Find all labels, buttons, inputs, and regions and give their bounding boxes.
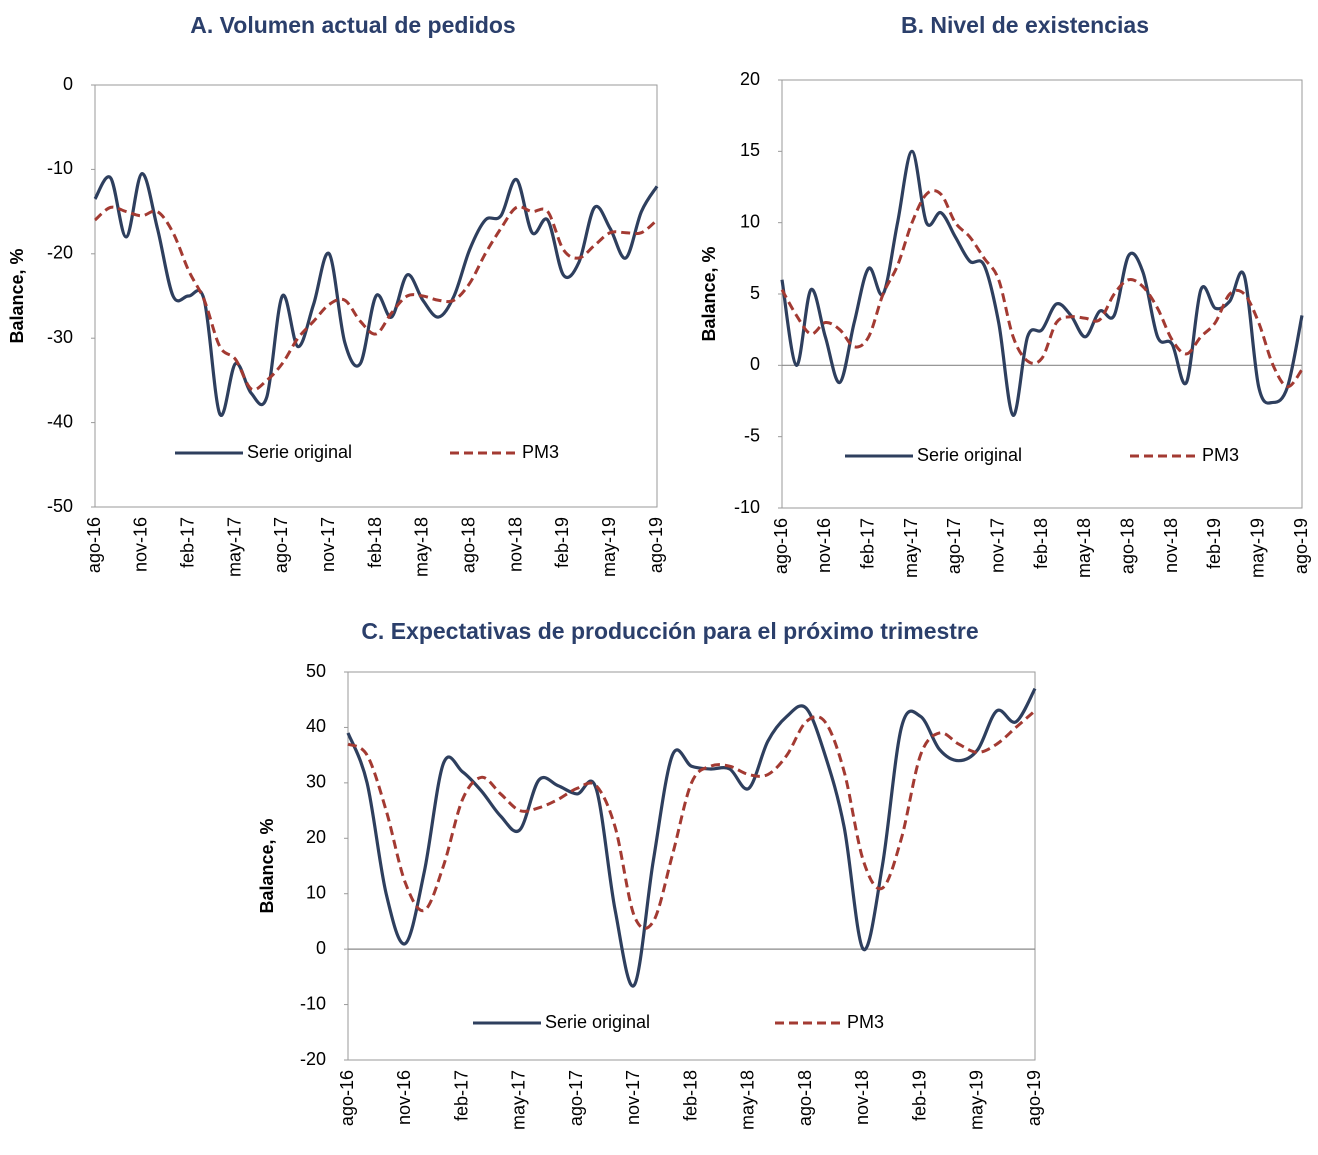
y-tick-label: -20 [300,1049,326,1069]
y-tick-label: 0 [750,354,760,374]
y-tick-label: -10 [734,497,760,517]
y-tick-label: -30 [47,327,73,347]
x-tick-label: ago-17 [271,517,291,573]
chart-title: B. Nivel de existencias [901,12,1149,38]
x-tick-label: feb-19 [1204,518,1224,569]
y-tick-label: 15 [740,140,760,160]
x-tick-label: may-19 [599,517,619,577]
x-tick-label: feb-19 [909,1070,929,1121]
x-tick-label: nov-16 [131,517,151,572]
x-tick-label: ago-16 [771,518,791,574]
legend-label: Serie original [247,442,352,462]
y-tick-label: 5 [750,283,760,303]
series-line [93,205,658,392]
y-tick-label: 20 [740,69,760,89]
y-tick-label: 0 [316,938,326,958]
legend-label: PM3 [847,1012,884,1032]
legend-label: Serie original [545,1012,650,1032]
x-tick-label: may-18 [1074,518,1094,578]
x-tick-label: nov-16 [394,1070,414,1125]
x-tick-label: may-18 [412,517,432,577]
y-tick-label: 0 [63,74,73,94]
x-tick-label: feb-17 [857,518,877,569]
x-tick-label: ago-19 [1291,518,1311,574]
series-line [780,149,1304,417]
legend-label: PM3 [1202,445,1239,465]
y-axis-label: Balance, % [7,248,27,343]
chart-title: C. Expectativas de producción para el pr… [361,618,978,644]
x-tick-label: may-17 [224,517,244,577]
x-tick-label: nov-17 [318,517,338,572]
plot-frame [94,84,658,508]
x-tick-label: may-19 [1247,518,1267,578]
x-tick-label: ago-18 [458,517,478,573]
x-tick-label: ago-19 [646,517,666,573]
x-tick-label: feb-19 [552,517,572,568]
y-axis-label: Balance, % [699,246,719,341]
x-tick-label: feb-18 [1031,518,1051,569]
x-tick-label: ago-18 [795,1070,815,1126]
plot-frame [347,671,1036,1061]
chart-title: A. Volumen actual de pedidos [190,12,515,38]
x-tick-label: nov-18 [852,1070,872,1125]
x-tick-label: ago-17 [566,1070,586,1126]
y-tick-label: 20 [306,827,326,847]
y-tick-label: 10 [740,211,760,231]
y-tick-label: -20 [47,243,73,263]
y-tick-label: 30 [306,772,326,792]
x-tick-label: nov-16 [814,518,834,573]
x-tick-label: nov-18 [1161,518,1181,573]
x-tick-label: feb-18 [680,1070,700,1121]
x-tick-label: ago-19 [1024,1070,1044,1126]
x-tick-label: ago-18 [1117,518,1137,574]
series-line [93,172,659,417]
x-tick-label: may-19 [967,1070,987,1130]
y-axis-label: Balance, % [257,818,277,913]
legend-label: Serie original [917,445,1022,465]
series-line [780,189,1304,389]
x-tick-label: nov-17 [623,1070,643,1125]
x-tick-label: ago-16 [84,517,104,573]
y-tick-label: -50 [47,496,73,516]
y-tick-label: -40 [47,411,73,431]
y-tick-label: -10 [47,158,73,178]
x-tick-label: may-18 [738,1070,758,1130]
series-line [347,709,1036,930]
x-tick-label: may-17 [901,518,921,578]
series-line [346,687,1037,988]
x-tick-label: ago-16 [337,1070,357,1126]
x-tick-label: nov-17 [987,518,1007,573]
x-tick-label: may-17 [509,1070,529,1130]
x-tick-label: ago-17 [944,518,964,574]
y-tick-label: -5 [744,425,760,445]
y-tick-label: -10 [300,993,326,1013]
y-tick-label: 50 [306,661,326,681]
x-tick-label: feb-17 [451,1070,471,1121]
y-tick-label: 40 [306,716,326,736]
x-tick-label: nov-18 [505,517,525,572]
x-tick-label: feb-18 [365,517,385,568]
y-tick-label: 10 [306,882,326,902]
x-tick-label: feb-17 [177,517,197,568]
legend-label: PM3 [522,442,559,462]
